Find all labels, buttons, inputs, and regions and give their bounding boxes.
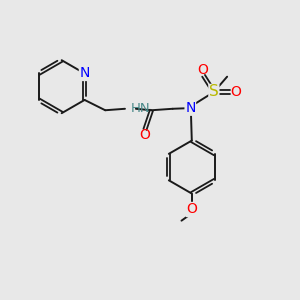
Text: O: O [186,202,197,217]
Text: S: S [209,85,219,100]
Text: O: O [230,85,242,99]
Text: HN: HN [131,102,151,115]
Text: O: O [197,64,208,77]
Text: O: O [139,128,150,142]
Text: N: N [80,66,90,80]
Text: N: N [185,101,196,115]
